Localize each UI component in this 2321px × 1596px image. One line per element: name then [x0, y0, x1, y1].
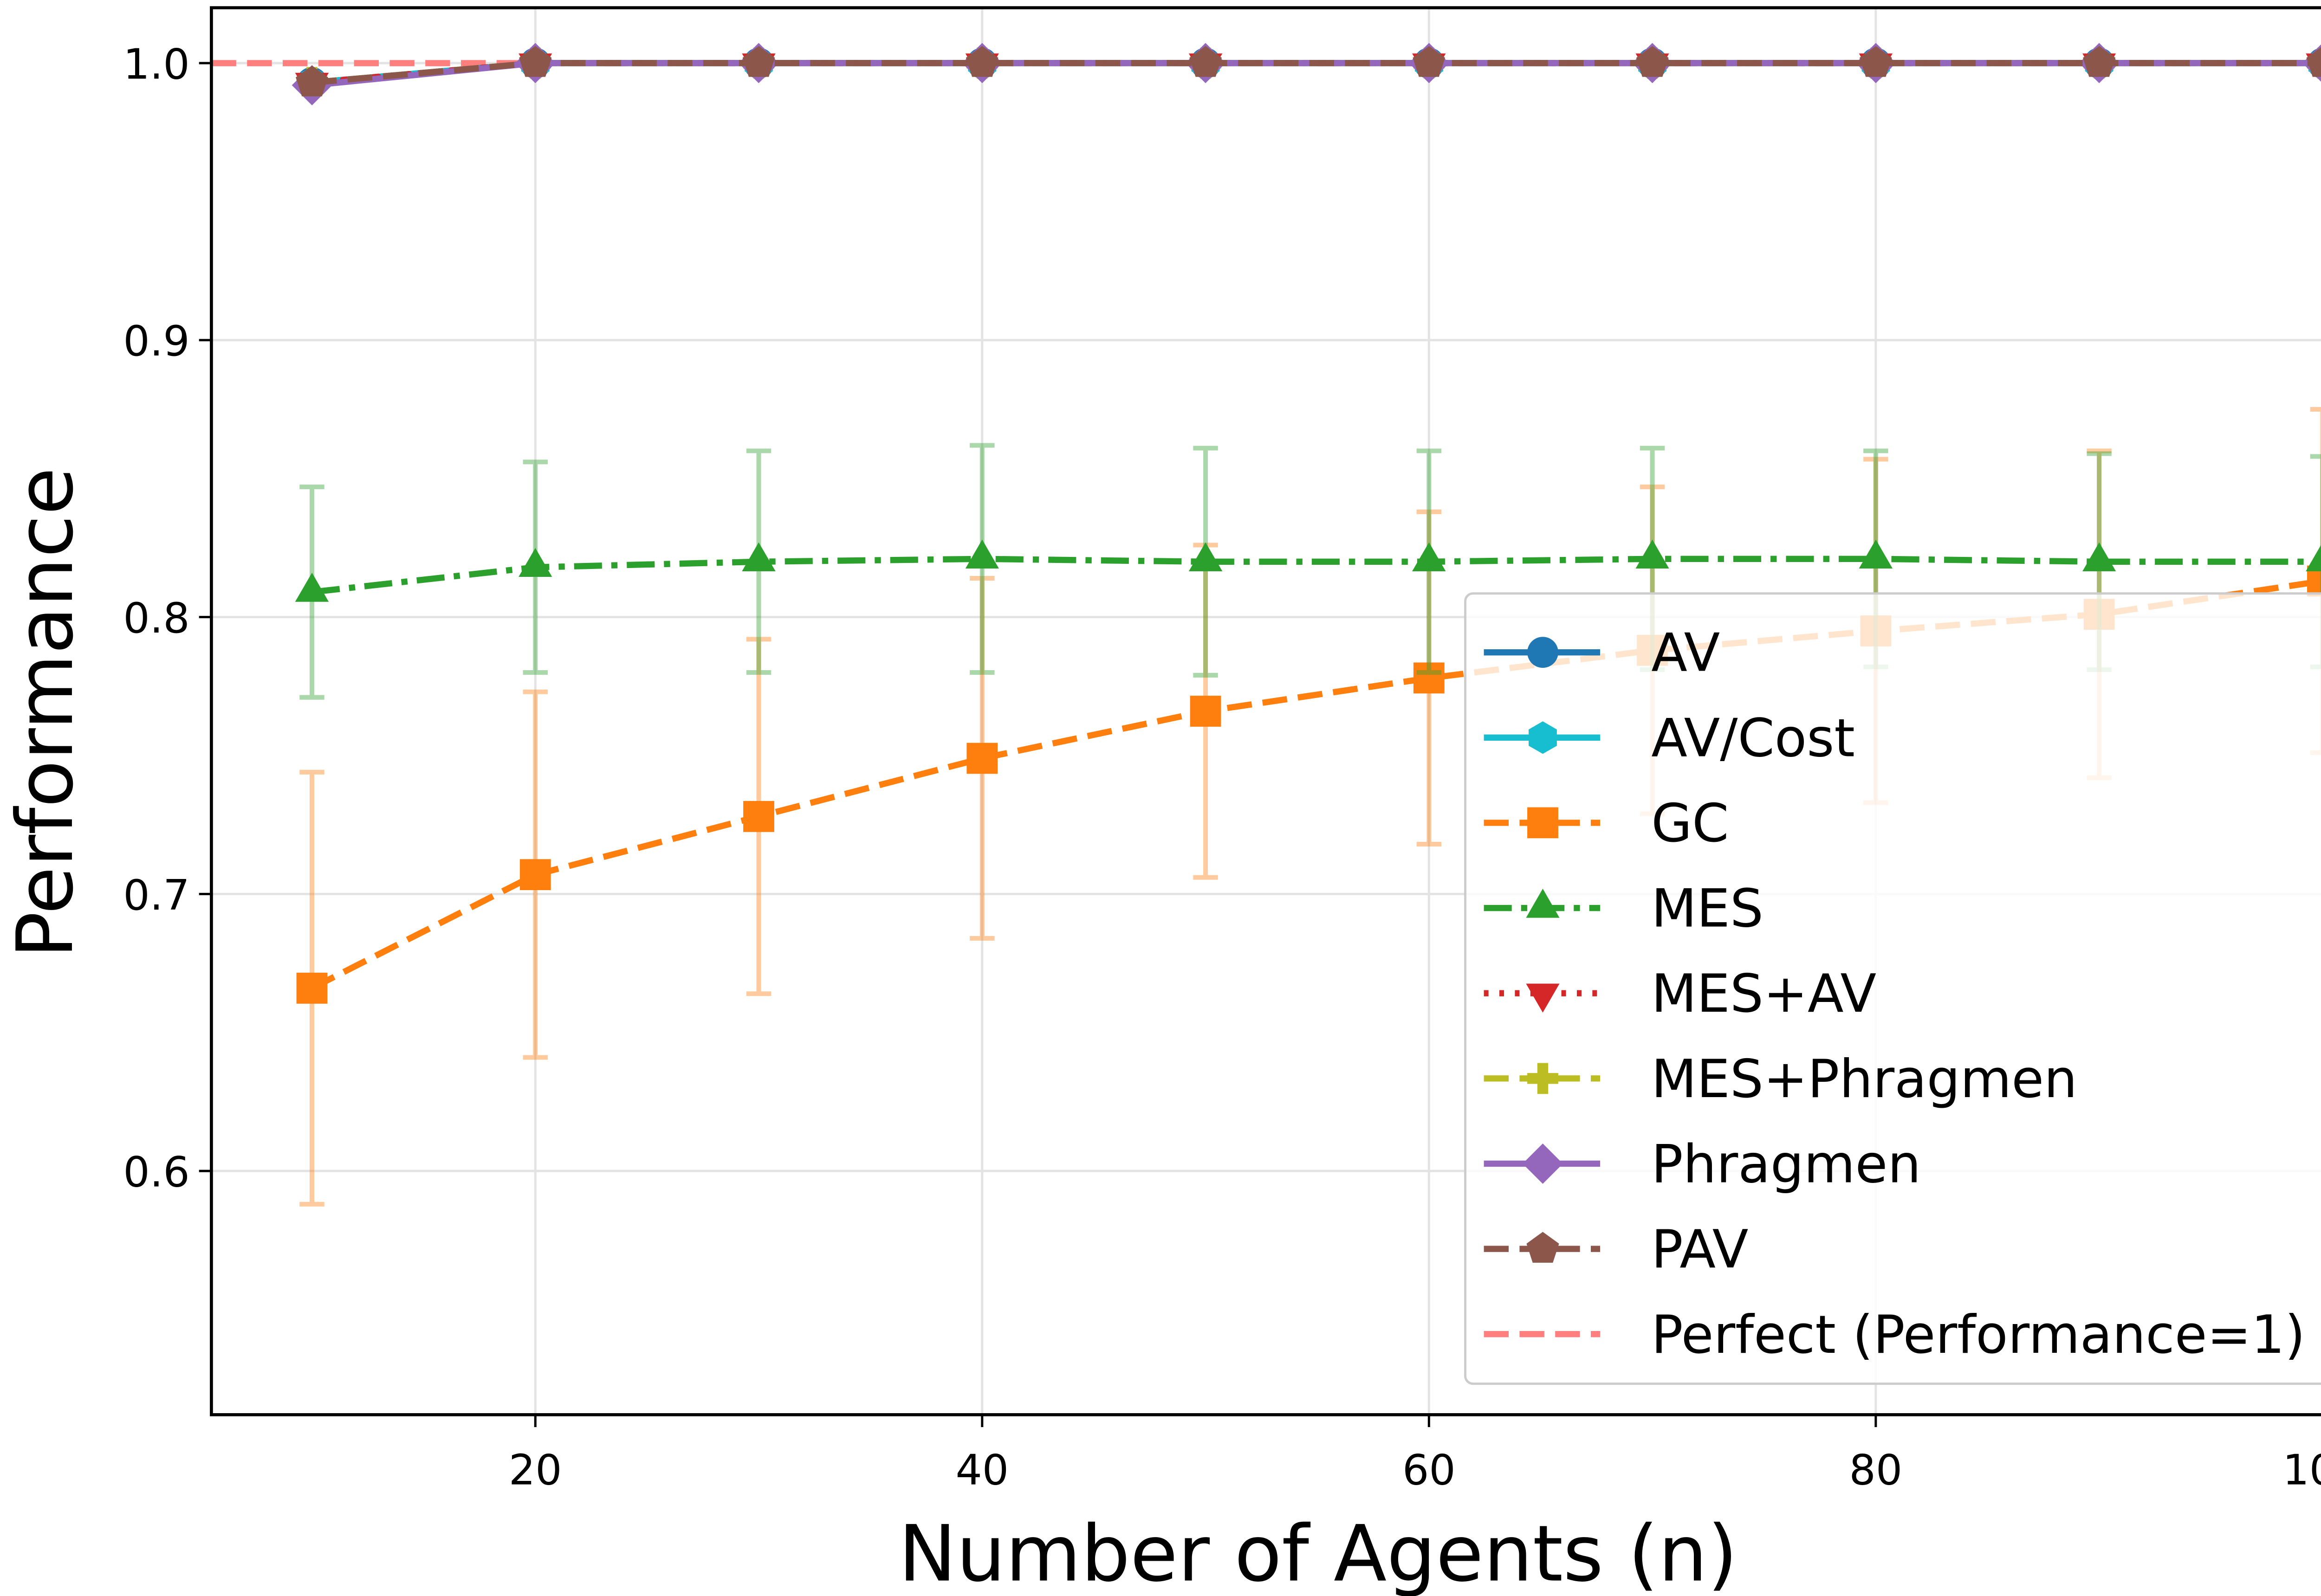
marker: [519, 859, 551, 891]
series-line: [311, 556, 2321, 595]
marker: [742, 542, 776, 572]
y-tick-label: 0.8: [123, 594, 189, 643]
x-tick-label: 20: [509, 1446, 562, 1495]
marker: [1189, 46, 1222, 77]
marker: [2083, 46, 2116, 77]
series-line: [311, 60, 2321, 89]
marker: [1413, 46, 1446, 77]
marker: [1635, 539, 1669, 569]
x-tick-label: 60: [1402, 1446, 1456, 1495]
marker: [1188, 542, 1223, 572]
x-tick-label: 100: [2282, 1446, 2321, 1495]
y-tick-label: 1.0: [123, 40, 189, 89]
marker: [1527, 637, 1558, 668]
legend-label: MES: [1651, 878, 1763, 939]
legend-box: [1464, 592, 2321, 1385]
y-tick-label: 0.9: [123, 317, 189, 366]
marker: [1526, 888, 1560, 918]
x-tick-label: 80: [1849, 1446, 1903, 1495]
y-tick-label: 0.7: [123, 871, 189, 920]
x-axis-label: Number of Agents (n): [898, 1509, 1738, 1596]
marker: [743, 801, 774, 832]
marker: [965, 539, 999, 569]
series-line: [311, 60, 2321, 86]
marker: [1526, 983, 1560, 1013]
legend-label: MES+Phragmen: [1651, 1048, 2077, 1110]
marker: [1412, 542, 1446, 572]
marker: [296, 972, 328, 1004]
legend-label: PAV: [1651, 1219, 1748, 1280]
marker: [1190, 696, 1221, 727]
marker: [1859, 539, 1893, 569]
marker: [2307, 565, 2321, 597]
marker: [1859, 46, 1892, 77]
marker: [519, 548, 552, 577]
plot-area: [211, 43, 2321, 1207]
y-axis-label: Performance: [0, 467, 91, 958]
marker: [1523, 1144, 1563, 1184]
marker: [1636, 46, 1669, 77]
legend-label: MES+AV: [1651, 963, 1876, 1024]
marker: [1529, 721, 1557, 754]
marker: [1527, 1063, 1558, 1094]
marker: [2306, 47, 2321, 77]
marker: [1413, 662, 1445, 694]
marker: [1526, 1232, 1559, 1263]
marker: [966, 46, 998, 77]
marker: [966, 743, 998, 774]
legend-label: AV: [1651, 622, 1720, 684]
marker: [295, 573, 329, 602]
legend-label: AV/Cost: [1651, 707, 1855, 769]
legend-label: GC: [1651, 793, 1729, 854]
y-tick-label: 0.6: [123, 1148, 189, 1197]
marker: [519, 46, 552, 77]
marker: [296, 65, 328, 97]
legend: AV AV/Cost GC MES MES+AV MES+Phragmen Phragmen…: [1464, 592, 2321, 1385]
marker: [1527, 807, 1558, 839]
plot-frame: [210, 6, 2321, 1416]
legend-label: Perfect (Performance=1): [1651, 1304, 2305, 1365]
legend-label: Phragmen: [1651, 1134, 1921, 1195]
marker: [2306, 545, 2321, 572]
marker: [742, 46, 775, 77]
x-tick-label: 40: [955, 1446, 1009, 1495]
marker: [2082, 542, 2116, 572]
